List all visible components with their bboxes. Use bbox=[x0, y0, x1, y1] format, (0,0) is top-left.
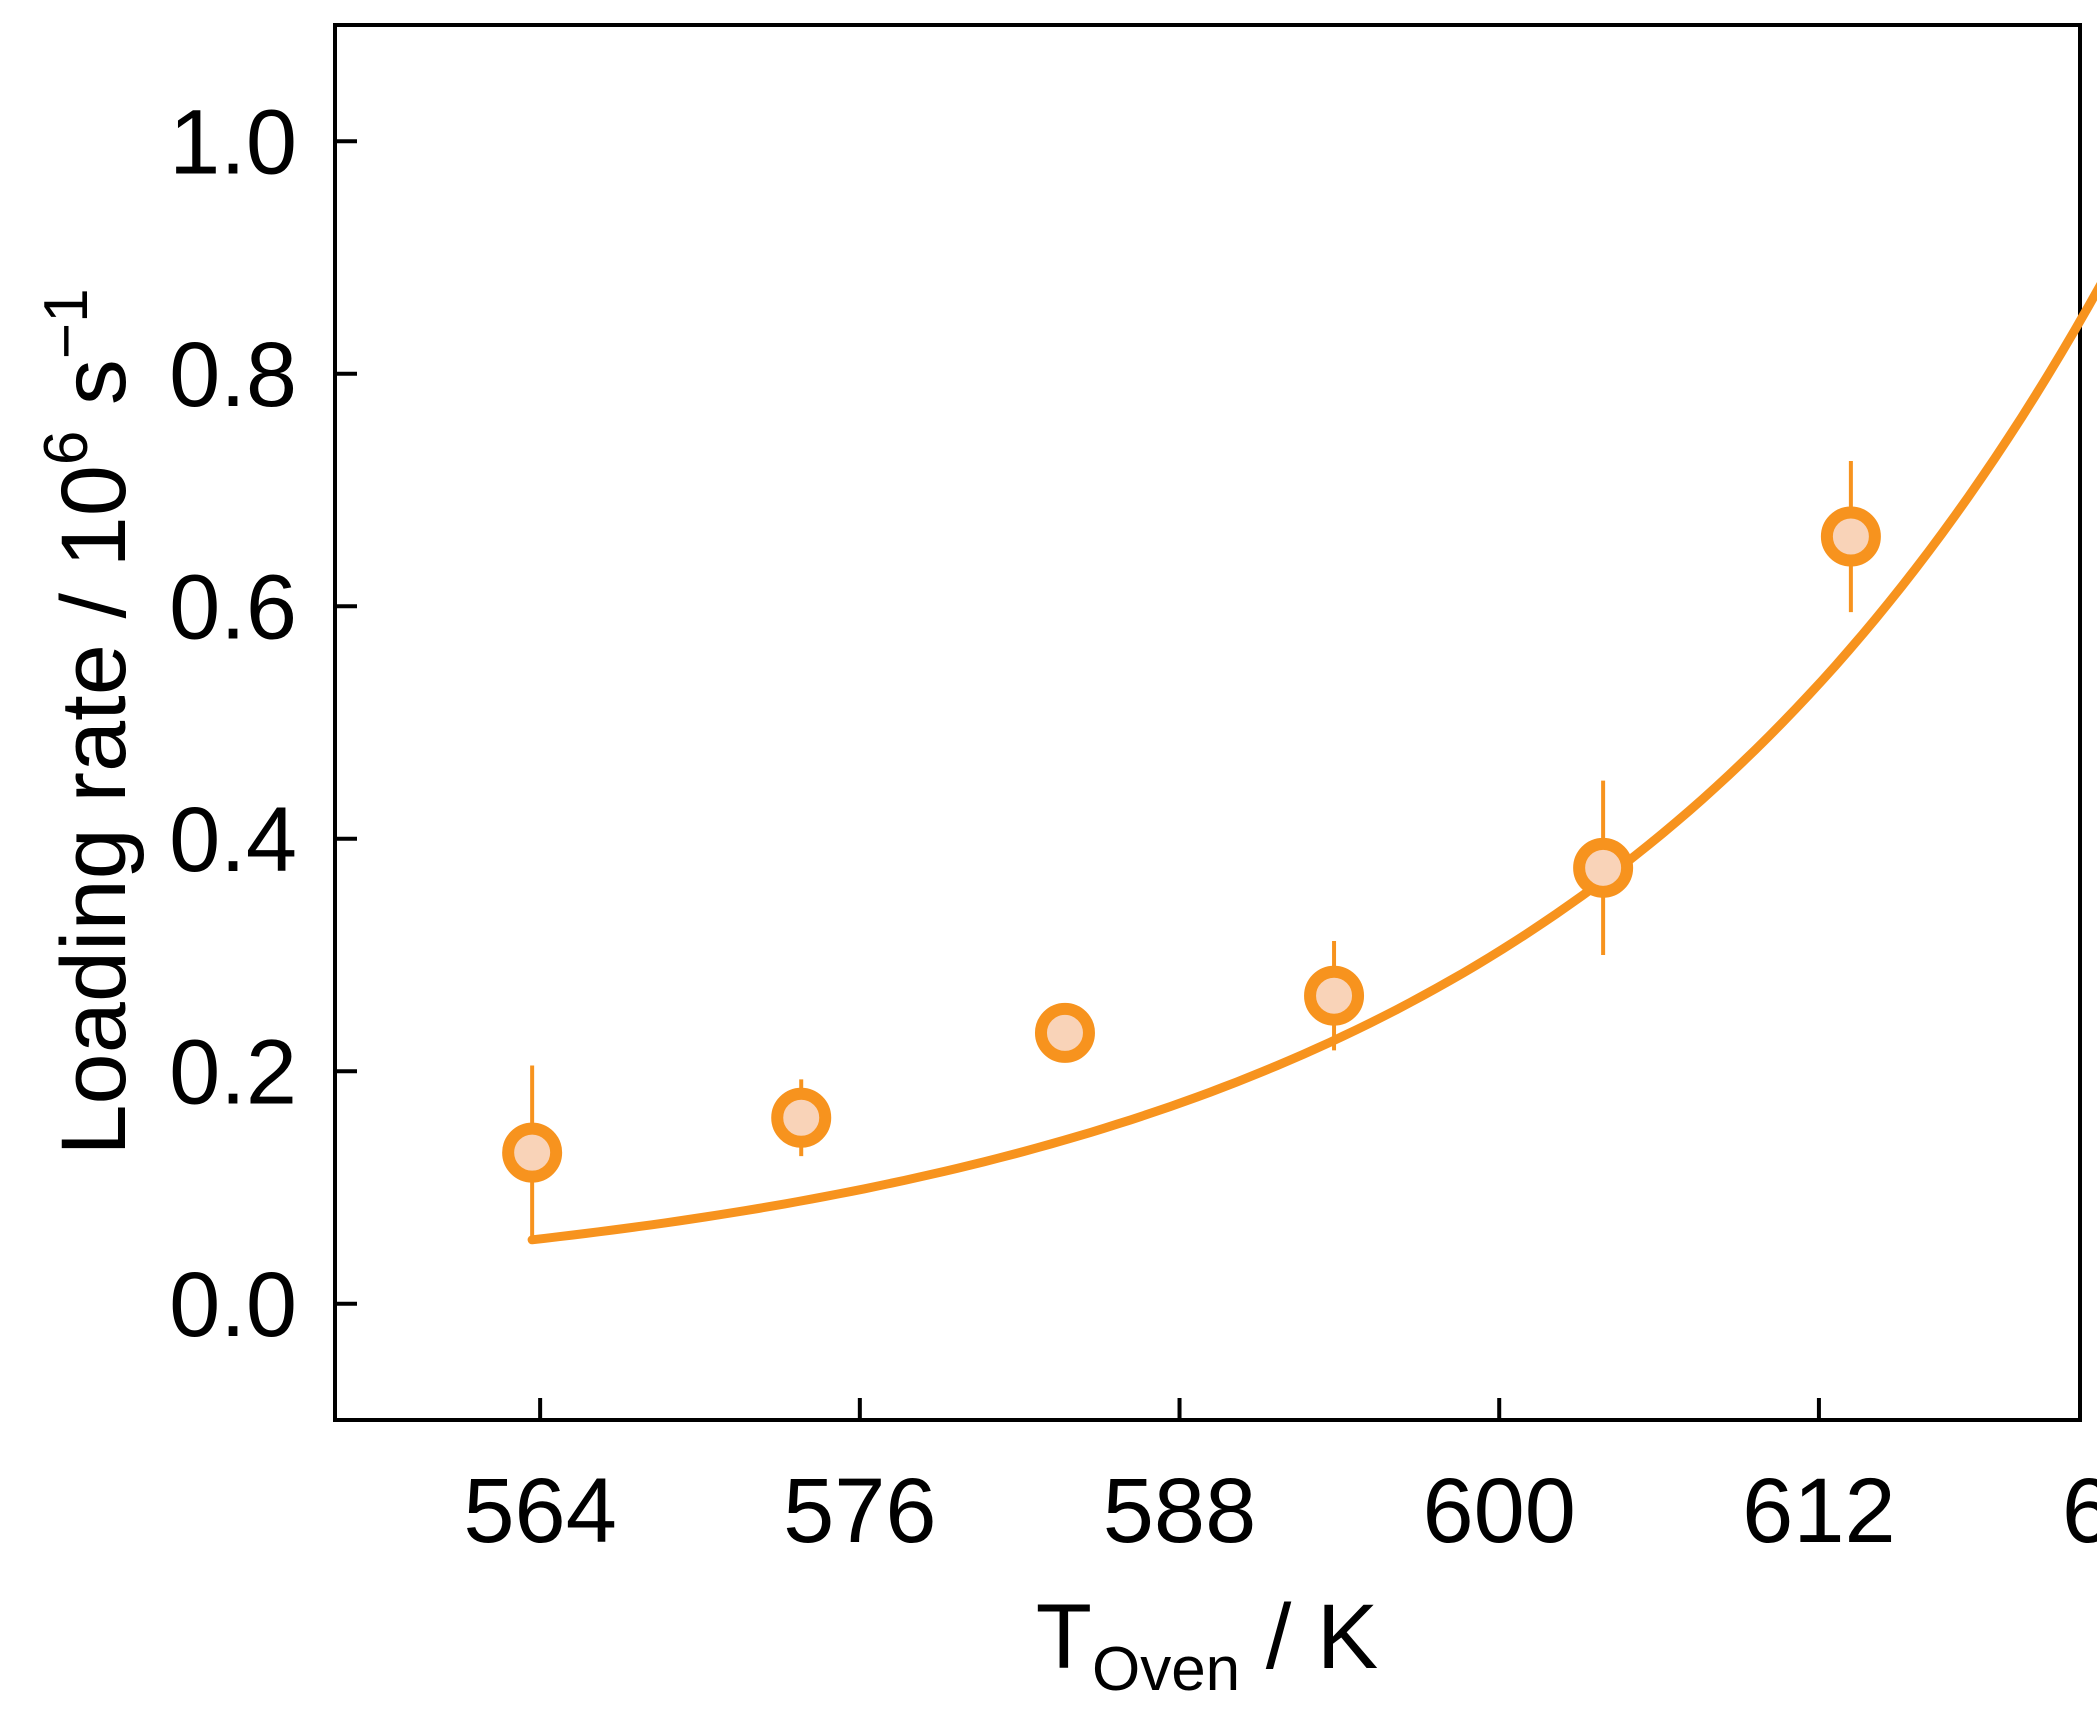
x-axis: 564 576 588 600 612 624 bbox=[463, 1398, 2097, 1562]
error-bars bbox=[530, 460, 1853, 1240]
y-tick-label: 0.4 bbox=[169, 789, 297, 891]
x-tick-label: 612 bbox=[1742, 1460, 1896, 1562]
plot-frame bbox=[333, 23, 2082, 1422]
data-point bbox=[1573, 837, 1634, 898]
y-axis-title: Loading rate / 106 s−1 bbox=[32, 288, 145, 1155]
fit-curve bbox=[527, 281, 2097, 1245]
x-tick-label: 588 bbox=[1103, 1460, 1257, 1562]
y-tick-label: 1.0 bbox=[169, 91, 297, 193]
data-markers bbox=[502, 506, 1881, 1183]
data-point bbox=[1304, 965, 1365, 1026]
data-point bbox=[771, 1087, 832, 1148]
data-point bbox=[1034, 1002, 1095, 1063]
x-tick-label: 564 bbox=[463, 1460, 617, 1562]
y-tick-label: 0.6 bbox=[169, 556, 297, 658]
x-axis-title: TOven / K bbox=[1036, 1586, 1378, 1704]
y-tick-label: 0.2 bbox=[169, 1021, 297, 1123]
y-axis: 0.0 0.2 0.4 0.6 0.8 1.0 bbox=[169, 91, 357, 1356]
y-tick-label: 0.8 bbox=[169, 324, 297, 426]
x-tick-label: 624 bbox=[2062, 1460, 2097, 1562]
x-tick-label: 576 bbox=[783, 1460, 937, 1562]
y-tick-label: 0.0 bbox=[169, 1254, 297, 1356]
data-point bbox=[502, 1122, 563, 1183]
x-tick-label: 600 bbox=[1422, 1460, 1576, 1562]
data-point bbox=[1820, 506, 1881, 567]
